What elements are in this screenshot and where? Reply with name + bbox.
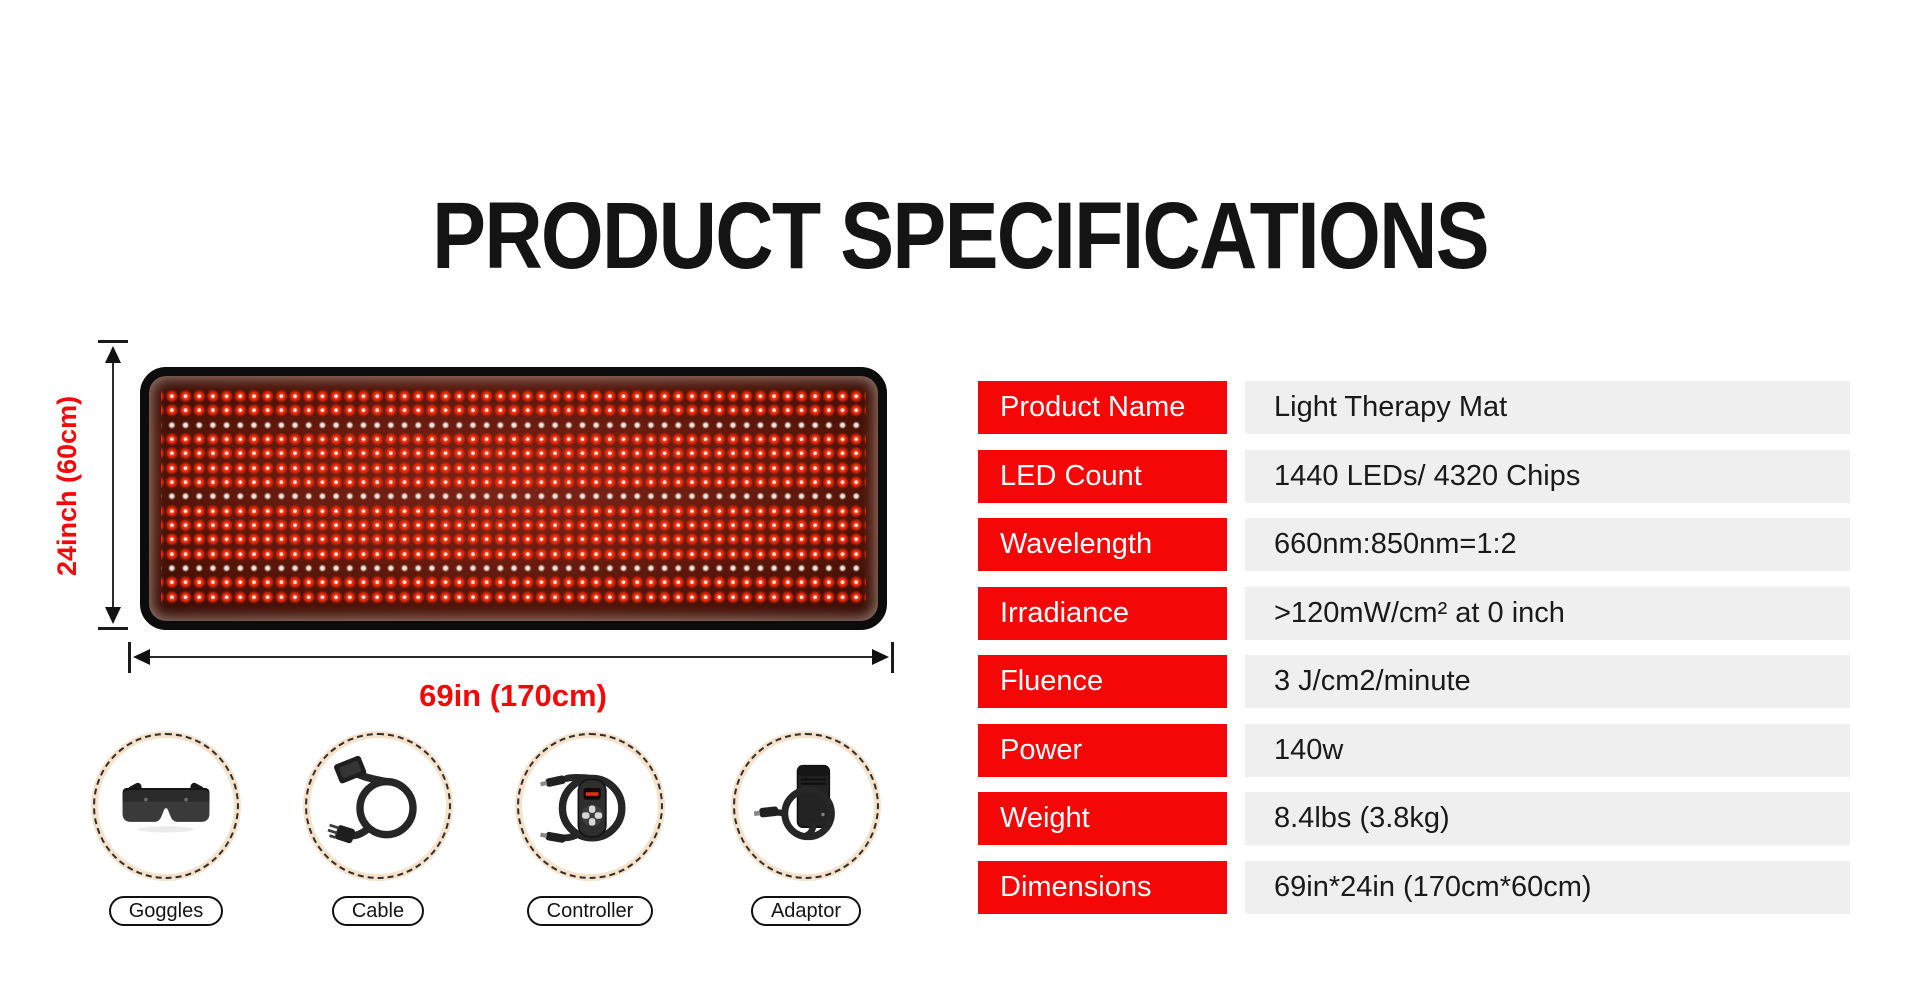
height-dimension-label: 24inch (60cm) [52, 395, 82, 577]
height-arrow-line [112, 352, 114, 618]
accessory-label: Cable [331, 896, 425, 926]
dimension-tick-bottom [98, 627, 128, 630]
spec-label: Irradiance [978, 586, 1227, 640]
spec-table: Product Name Light Therapy Mat LED Count… [978, 381, 1850, 914]
led-row-red [161, 575, 866, 590]
led-row-red [161, 503, 866, 518]
led-row-white [161, 417, 866, 432]
led-row-red [161, 389, 866, 404]
width-arrow-line [140, 656, 882, 658]
page-title-text: PRODUCT SPECIFICATIONS [432, 182, 1489, 289]
spec-value: 69in*24in (170cm*60cm) [1245, 860, 1850, 914]
led-row-red [161, 532, 866, 547]
led-row-red [161, 474, 866, 490]
spec-row: Power 140w [978, 723, 1850, 777]
led-row-red [161, 431, 866, 447]
led-row-red [161, 546, 866, 561]
width-dimension-label: 69in (170cm) [419, 678, 607, 713]
spec-label: Fluence [978, 655, 1227, 708]
accessory-label: Controller [526, 896, 654, 926]
arrow-down-icon [105, 607, 121, 624]
led-row-red [161, 460, 866, 475]
spec-row: Irradiance >120mW/cm² at 0 inch [978, 586, 1850, 640]
led-mat-diagram [140, 367, 887, 630]
dashed-ring [733, 733, 879, 879]
spec-value: 3 J/cm2/minute [1245, 655, 1850, 708]
accessory-goggles: Goggles [91, 731, 241, 926]
accessory-adaptor: Adaptor [731, 731, 881, 926]
dimension-tick-top [98, 340, 128, 343]
dimension-tick-right [891, 642, 894, 673]
led-row-red [161, 446, 866, 461]
spec-label: Dimensions [978, 860, 1227, 914]
spec-label: LED Count [978, 449, 1227, 503]
cable-icon [327, 755, 417, 844]
spec-value: >120mW/cm² at 0 inch [1245, 586, 1850, 640]
accessory-controller: Controller [515, 731, 665, 926]
spec-value: 660nm:850nm=1:2 [1245, 518, 1850, 571]
led-row-red [161, 517, 866, 533]
dashed-ring [517, 733, 663, 879]
dimension-tick-left [128, 642, 131, 673]
accessory-circle [303, 731, 453, 881]
adaptor-icon [753, 764, 835, 841]
accessory-label: Adaptor [750, 896, 862, 926]
accessory-circle [515, 731, 665, 881]
controller-icon [540, 773, 626, 843]
page-title: PRODUCT SPECIFICATIONS [0, 182, 1920, 291]
led-row-white [161, 560, 866, 576]
arrow-left-icon [133, 649, 150, 665]
dashed-ring [305, 733, 451, 879]
accessory-label: Goggles [108, 896, 224, 926]
led-row-red [161, 403, 866, 418]
spec-label: Product Name [978, 381, 1227, 434]
accessory-circle [731, 731, 881, 881]
spec-label: Weight [978, 792, 1227, 845]
spec-row: Wavelength 660nm:850nm=1:2 [978, 518, 1850, 571]
spec-value: 1440 LEDs/ 4320 Chips [1245, 449, 1850, 503]
spec-value: 140w [1245, 723, 1850, 777]
accessory-cable: Cable [303, 731, 453, 926]
spec-value: Light Therapy Mat [1245, 381, 1850, 434]
led-row-red [161, 589, 866, 604]
spec-row: Product Name Light Therapy Mat [978, 381, 1850, 434]
spec-row: Fluence 3 J/cm2/minute [978, 655, 1850, 708]
goggles-icon [122, 782, 210, 833]
arrow-up-icon [105, 346, 121, 363]
spec-row: LED Count 1440 LEDs/ 4320 Chips [978, 449, 1850, 503]
spec-value: 8.4lbs (3.8kg) [1245, 792, 1850, 845]
spec-label: Wavelength [978, 518, 1227, 571]
led-row-white [161, 489, 866, 504]
accessory-circle [91, 731, 241, 881]
spec-row: Weight 8.4lbs (3.8kg) [978, 792, 1850, 845]
spec-label: Power [978, 723, 1227, 777]
dashed-ring [93, 733, 239, 879]
spec-row: Dimensions 69in*24in (170cm*60cm) [978, 860, 1850, 914]
led-grid [149, 376, 878, 621]
arrow-right-icon [872, 649, 889, 665]
